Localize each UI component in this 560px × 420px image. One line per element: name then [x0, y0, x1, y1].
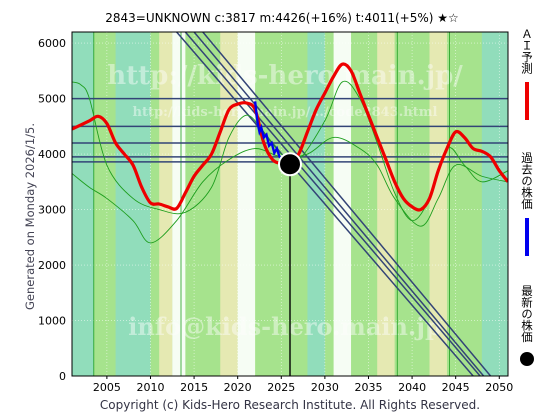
- watermark-url: http://kids-hero.main.jp/: [107, 61, 463, 91]
- chart-title: 2843=UNKNOWN c:3817 m:4426(+16%) t:4011(…: [105, 11, 459, 25]
- x-tick-label: 2040: [398, 381, 426, 394]
- plot-area: http://kids-hero.main.jp/http://kids-her…: [38, 31, 513, 394]
- legend-label-2: 最新の株価: [520, 285, 534, 343]
- past-price-line: [253, 101, 284, 161]
- diagonal-trend-line: [176, 32, 474, 376]
- y-tick-label: 4000: [38, 148, 66, 161]
- legend-label-0: ＡＩ予測: [520, 28, 534, 75]
- plot-inner: http://kids-hero.main.jp/http://kids-her…: [72, 32, 508, 376]
- y-tick-label: 6000: [38, 37, 66, 50]
- watermark-page-url: http://kids-hero.main.jp/.../code2843.ht…: [133, 105, 438, 120]
- watermark-email: info@kids-hero.main.jp: [128, 312, 442, 341]
- x-tick-label: 2025: [267, 381, 295, 394]
- band-teal-10: [481, 32, 508, 376]
- band-pale-2: [159, 32, 173, 376]
- x-tick-label: 2045: [442, 381, 470, 394]
- x-tick-label: 2020: [224, 381, 252, 394]
- generated-date-label: Generated on Monday 2026/1/5.: [23, 123, 37, 310]
- x-tick-label: 2015: [180, 381, 208, 394]
- latest-price-marker: [278, 152, 302, 177]
- x-tick-label: 2035: [354, 381, 382, 394]
- copyright-footer: Copyright (c) Kids-Hero Research Institu…: [100, 398, 480, 412]
- plot-frame: [71, 31, 509, 377]
- y-tick-label: 0: [59, 370, 66, 383]
- legend-swatch-2: [520, 352, 534, 366]
- x-tick-label: 2010: [136, 381, 164, 394]
- y-tick-label: 2000: [38, 259, 66, 272]
- x-tick-label: 2030: [311, 381, 339, 394]
- y-tick-label: 5000: [38, 93, 66, 106]
- x-tick-label: 2005: [93, 381, 121, 394]
- band-white-7: [333, 32, 352, 376]
- band-pale-9: [429, 32, 447, 376]
- diagonal-trend-line: [193, 32, 485, 376]
- y-tick-label: 3000: [38, 204, 66, 217]
- y-tick-label: 1000: [38, 315, 66, 328]
- diagonal-trend-line: [184, 32, 481, 376]
- band-pale-8: [377, 32, 395, 376]
- diagonal-trend-line: [202, 32, 492, 376]
- band-teal-0: [72, 32, 94, 376]
- legend-label-1: 過去の株価: [520, 152, 534, 210]
- band-teal-1: [115, 32, 151, 376]
- x-tick-label: 2050: [485, 381, 513, 394]
